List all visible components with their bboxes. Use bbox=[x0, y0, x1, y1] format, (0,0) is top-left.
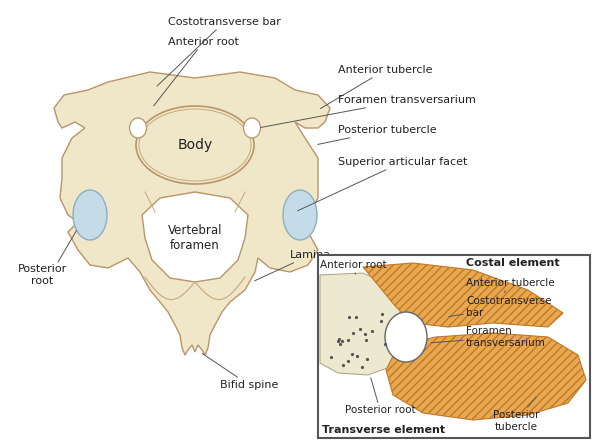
Text: Foramen
transversarium: Foramen transversarium bbox=[431, 326, 546, 348]
Text: Costal element: Costal element bbox=[466, 258, 560, 268]
Ellipse shape bbox=[283, 190, 317, 240]
Text: Anterior root: Anterior root bbox=[154, 37, 239, 106]
Ellipse shape bbox=[139, 109, 251, 181]
Bar bbox=[318, 255, 590, 438]
Text: Posterior root: Posterior root bbox=[344, 378, 415, 415]
Polygon shape bbox=[386, 333, 586, 420]
Polygon shape bbox=[54, 72, 330, 355]
Ellipse shape bbox=[130, 118, 146, 138]
Polygon shape bbox=[320, 273, 400, 375]
Polygon shape bbox=[363, 263, 563, 327]
Ellipse shape bbox=[73, 190, 107, 240]
Ellipse shape bbox=[136, 106, 254, 184]
Text: Posterior
tubercle: Posterior tubercle bbox=[493, 397, 539, 432]
Text: Anterior tubercle: Anterior tubercle bbox=[320, 65, 433, 109]
Text: Anterior root: Anterior root bbox=[320, 260, 386, 274]
Text: Anterior tubercle: Anterior tubercle bbox=[466, 278, 554, 293]
Text: Bifid spine: Bifid spine bbox=[202, 353, 278, 390]
Text: Transverse element: Transverse element bbox=[322, 425, 445, 435]
Text: Posterior
root: Posterior root bbox=[17, 264, 67, 286]
Text: Costotransverse
bar: Costotransverse bar bbox=[449, 296, 551, 318]
Text: Vertebral
foramen: Vertebral foramen bbox=[168, 224, 222, 252]
Text: Superior articular facet: Superior articular facet bbox=[298, 157, 467, 211]
Polygon shape bbox=[142, 192, 248, 282]
Text: Foramen transversarium: Foramen transversarium bbox=[261, 95, 476, 127]
Ellipse shape bbox=[244, 118, 260, 138]
Ellipse shape bbox=[385, 312, 427, 362]
Text: Posterior tubercle: Posterior tubercle bbox=[318, 125, 437, 145]
Text: Lamina: Lamina bbox=[254, 250, 331, 281]
Text: Body: Body bbox=[178, 138, 212, 152]
Text: Costotransverse bar: Costotransverse bar bbox=[157, 17, 281, 86]
